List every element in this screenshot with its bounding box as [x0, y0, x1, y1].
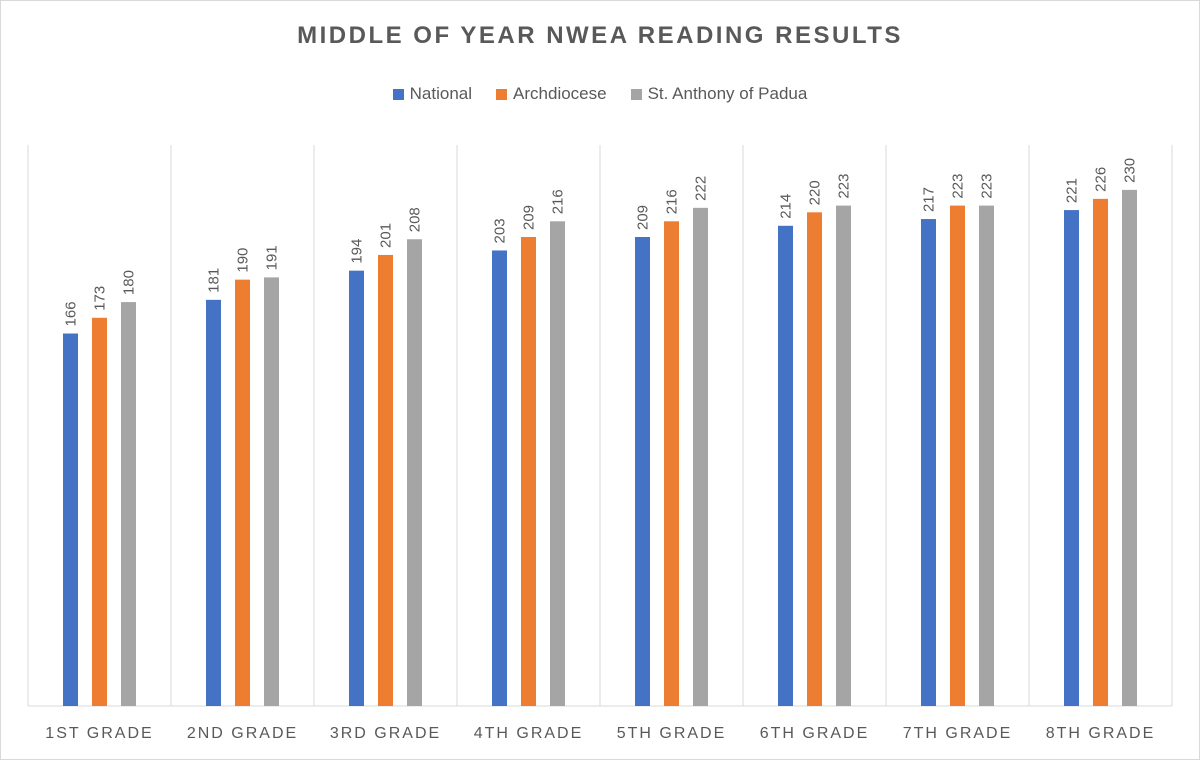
bar-national — [635, 237, 650, 706]
data-label: 181 — [206, 268, 223, 293]
legend-entry-st-anthony: St. Anthony of Padua — [630, 84, 808, 104]
data-label: 190 — [235, 248, 252, 273]
data-label: 201 — [378, 223, 395, 248]
bar-st-anthony-of-padua — [1122, 189, 1137, 706]
data-label: 180 — [121, 270, 138, 295]
legend-entry-archdiocese: Archdiocese — [496, 84, 607, 104]
x-tick-label: 8TH GRADE — [1046, 725, 1156, 742]
data-label: 209 — [635, 205, 652, 230]
bar-archdiocese — [664, 221, 679, 706]
bar-st-anthony-of-padua — [550, 221, 565, 706]
bar-archdiocese — [807, 212, 822, 706]
bar-national — [921, 219, 936, 706]
legend-swatch-national — [392, 88, 404, 100]
data-label: 208 — [407, 207, 424, 232]
bar-archdiocese — [92, 317, 107, 706]
data-label: 220 — [807, 180, 824, 205]
x-tick-label: 5TH GRADE — [617, 725, 727, 742]
legend-label-st-anthony: St. Anthony of Padua — [647, 84, 808, 103]
legend: National Archdiocese St. Anthony of Padu… — [0, 84, 1200, 104]
data-label: 223 — [836, 174, 853, 199]
legend-label-national: National — [409, 84, 473, 103]
bar-archdiocese — [521, 237, 536, 706]
data-label: 191 — [264, 245, 281, 270]
bar-national — [349, 270, 364, 706]
x-tick-label: 1ST GRADE — [45, 725, 153, 742]
legend-entry-national: National — [392, 84, 473, 104]
chart-title: MIDDLE OF YEAR NWEA READING RESULTS — [297, 22, 903, 49]
bar-national — [63, 333, 78, 706]
bar-st-anthony-of-padua — [836, 205, 851, 706]
data-label: 222 — [693, 176, 710, 201]
bar-national — [1064, 210, 1079, 707]
x-tick-label: 7TH GRADE — [903, 725, 1013, 742]
bar-national — [206, 299, 221, 706]
data-label: 194 — [349, 239, 366, 264]
data-label: 226 — [1093, 167, 1110, 192]
data-label: 230 — [1122, 158, 1139, 183]
legend-label-archdiocese: Archdiocese — [513, 84, 607, 103]
bar-st-anthony-of-padua — [693, 207, 708, 706]
bar-st-anthony-of-padua — [264, 277, 279, 706]
bar-st-anthony-of-padua — [407, 239, 422, 707]
data-label: 166 — [63, 301, 80, 326]
bar-st-anthony-of-padua — [121, 302, 136, 706]
x-tick-label: 6TH GRADE — [760, 725, 870, 742]
data-label: 209 — [521, 205, 538, 230]
data-label: 203 — [492, 218, 509, 243]
bar-archdiocese — [235, 279, 250, 706]
data-label: 221 — [1064, 178, 1081, 203]
bar-archdiocese — [1093, 198, 1108, 706]
data-label: 223 — [950, 174, 967, 199]
bar-national — [778, 225, 793, 706]
x-tick-label: 2ND GRADE — [187, 725, 298, 742]
bar-st-anthony-of-padua — [979, 205, 994, 706]
legend-swatch-archdiocese — [496, 88, 508, 100]
bar-national — [492, 250, 507, 706]
data-label: 216 — [664, 189, 681, 214]
data-label: 173 — [92, 286, 109, 311]
x-tick-label: 4TH GRADE — [474, 725, 584, 742]
bar-archdiocese — [378, 254, 393, 706]
data-label: 217 — [921, 187, 938, 212]
legend-swatch-st-anthony — [630, 88, 642, 100]
bar-archdiocese — [950, 205, 965, 706]
data-label: 214 — [778, 194, 795, 219]
x-tick-label: 3RD GRADE — [330, 725, 441, 742]
data-label: 223 — [979, 174, 996, 199]
data-label: 216 — [550, 189, 567, 214]
